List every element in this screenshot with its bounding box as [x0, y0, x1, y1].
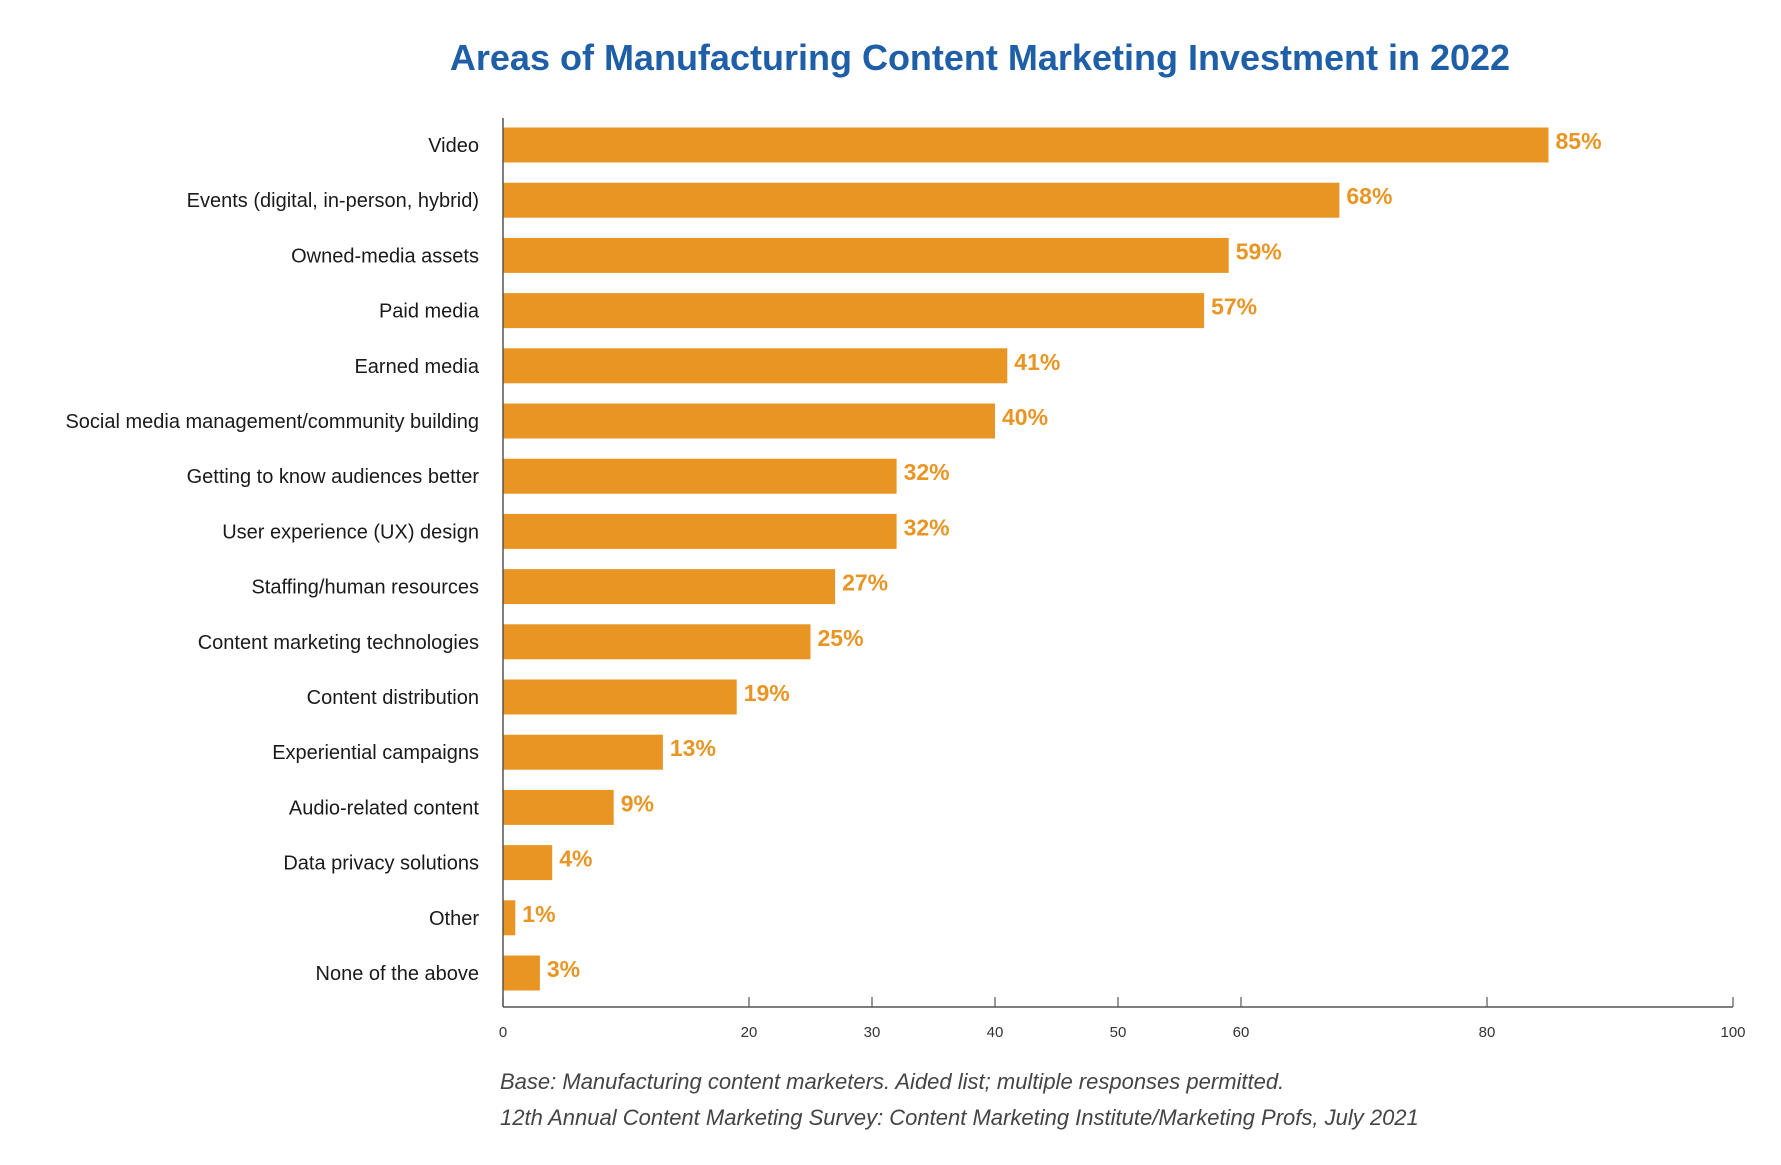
x-tick-label-0: 0 [499, 1024, 507, 1041]
category-label-staffing-human-resources: Staffing/human resources [251, 577, 479, 599]
category-label-experiential-campaigns: Experiential campaigns [272, 742, 479, 764]
category-label-social-media-management-community-building: Social media management/community buildi… [65, 411, 479, 433]
value-label-audio-related-content: 9% [621, 790, 654, 816]
category-label-audio-related-content: Audio-related content [289, 797, 480, 819]
category-labels-group: Video Events (digital, in-person, hybrid)… [65, 135, 479, 985]
x-tick-label-20: 20 [741, 1024, 758, 1041]
value-label-owned-media-assets: 59% [1236, 238, 1282, 264]
bar-content-distribution [503, 679, 737, 715]
bar-none-of-the-above [503, 955, 540, 991]
x-tick-label-50: 50 [1110, 1024, 1127, 1041]
bar-other [503, 900, 516, 936]
value-label-experiential-campaigns: 13% [670, 735, 716, 761]
x-tick-label-30: 30 [864, 1024, 881, 1041]
value-labels-group: 85% 68% 59% 57% 41% 40% 32% 32% 27% 25% 19% 13% 9% 4%… [522, 128, 1601, 982]
bar-earned-media [503, 348, 1008, 384]
category-label-owned-media-assets: Owned-media assets [291, 245, 479, 267]
bar-owned-media-assets [503, 237, 1229, 273]
bar-video [503, 127, 1549, 163]
category-label-events-digital-in-person-hybrid: Events (digital, in-person, hybrid) [187, 190, 479, 212]
bar-audio-related-content [503, 789, 614, 825]
footnote-base: Base: Manufacturing content marketers. A… [500, 1069, 1284, 1094]
category-label-data-privacy-solutions: Data privacy solutions [283, 853, 479, 875]
category-label-other: Other [429, 908, 479, 930]
value-label-getting-to-know-audiences-better: 32% [904, 459, 950, 485]
value-label-none-of-the-above: 3% [547, 956, 580, 982]
category-label-content-distribution: Content distribution [307, 687, 479, 709]
category-label-video: Video [428, 135, 479, 157]
bar-data-privacy-solutions [503, 845, 553, 881]
value-label-content-marketing-technologies: 25% [818, 625, 864, 651]
bars-group [503, 127, 1549, 991]
value-label-events-digital-in-person-hybrid: 68% [1346, 183, 1392, 209]
footnote-source: 12th Annual Content Marketing Survey: Co… [500, 1105, 1419, 1130]
value-label-video: 85% [1556, 128, 1602, 154]
value-label-data-privacy-solutions: 4% [559, 846, 592, 872]
category-label-earned-media: Earned media [354, 356, 479, 378]
value-label-user-experience-ux-design: 32% [904, 514, 950, 540]
value-label-staffing-human-resources: 27% [842, 570, 888, 596]
bar-staffing-human-resources [503, 569, 836, 605]
category-label-none-of-the-above: None of the above [316, 963, 479, 985]
chart-title: Areas of Manufacturing Content Marketing… [450, 37, 1510, 78]
value-label-earned-media: 41% [1014, 349, 1060, 375]
bar-getting-to-know-audiences-better [503, 458, 897, 494]
bar-content-marketing-technologies [503, 624, 811, 660]
category-label-paid-media: Paid media [379, 301, 480, 323]
x-axis-ticks-group: 0 20 30 40 50 60 80 100 [499, 997, 1746, 1041]
x-tick-label-60: 60 [1233, 1024, 1250, 1041]
category-label-content-marketing-technologies: Content marketing technologies [198, 632, 479, 654]
x-tick-label-40: 40 [987, 1024, 1004, 1041]
value-label-social-media-management-community-building: 40% [1002, 404, 1048, 430]
value-label-other: 1% [522, 901, 555, 927]
value-label-content-distribution: 19% [744, 680, 790, 706]
bar-user-experience-ux-design [503, 513, 897, 549]
bar-events-digital-in-person-hybrid [503, 182, 1340, 218]
category-label-getting-to-know-audiences-better: Getting to know audiences better [187, 466, 480, 488]
bar-social-media-management-community-building [503, 403, 995, 439]
x-tick-label-100: 100 [1720, 1024, 1745, 1041]
category-label-user-experience-ux-design: User experience (UX) design [222, 521, 479, 543]
bar-paid-media [503, 293, 1205, 329]
x-tick-label-80: 80 [1479, 1024, 1496, 1041]
value-label-paid-media: 57% [1211, 294, 1257, 320]
bar-experiential-campaigns [503, 734, 663, 770]
